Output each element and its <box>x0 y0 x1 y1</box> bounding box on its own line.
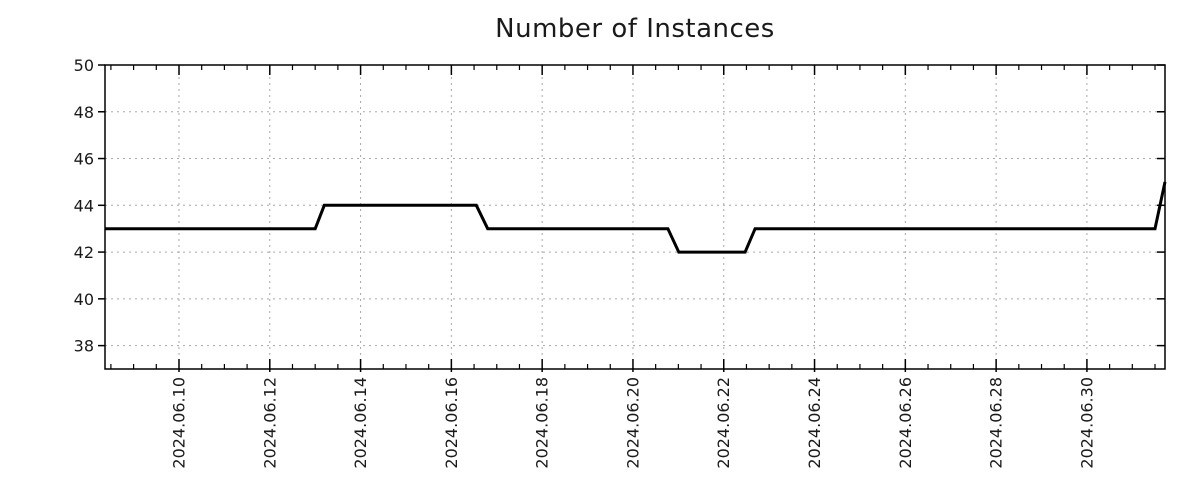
y-tick-label: 50 <box>74 56 94 75</box>
x-tick-label: 2024.06.26 <box>896 377 915 469</box>
chart-title: Number of Instances <box>495 14 775 44</box>
x-tick-label: 2024.06.18 <box>533 377 552 469</box>
y-tick-label: 38 <box>74 337 94 356</box>
x-tick-label: 2024.06.28 <box>987 377 1006 469</box>
x-tick-label: 2024.06.24 <box>805 377 824 469</box>
x-tick-label: 2024.06.30 <box>1077 377 1096 469</box>
series-line-instances <box>105 181 1167 254</box>
x-tick-label: 2024.06.16 <box>442 377 461 469</box>
x-tick-label: 2024.06.20 <box>623 377 642 469</box>
y-tick-label: 42 <box>74 243 94 262</box>
y-tick-label: 46 <box>74 150 94 169</box>
y-tick-label: 48 <box>74 103 94 122</box>
y-tick-label: 40 <box>74 290 94 309</box>
y-tick-label: 44 <box>74 196 94 215</box>
x-tick-label: 2024.06.14 <box>351 377 370 469</box>
x-tick-label: 2024.06.12 <box>260 377 279 469</box>
x-tick-label: 2024.06.10 <box>169 377 188 469</box>
plot-frame <box>104 64 1166 370</box>
x-tick-label: 2024.06.22 <box>714 377 733 469</box>
